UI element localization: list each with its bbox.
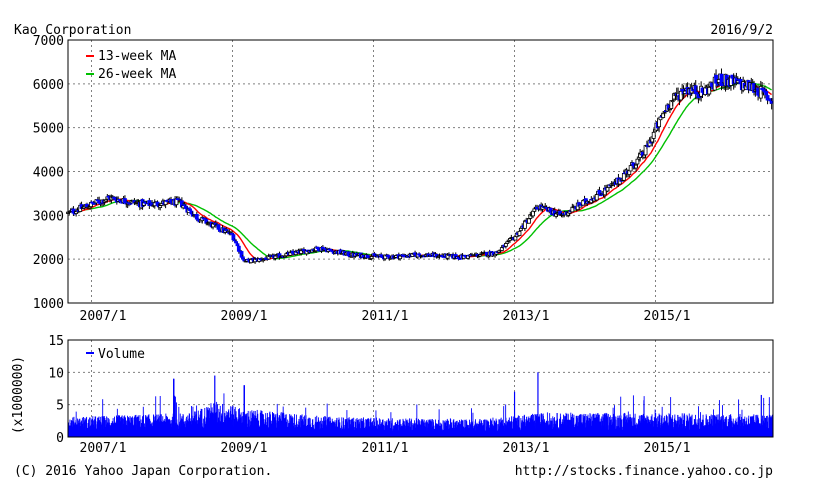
candle-body (417, 253, 422, 256)
price-x-tick-label: 2015/1 (644, 309, 691, 324)
candle-body (386, 254, 390, 257)
price-x-tick-label: 2009/1 (221, 309, 268, 324)
price-y-tick-label: 3000 (33, 209, 64, 224)
price-plot-frame (67, 39, 774, 304)
volume-legend: Volume (86, 347, 145, 362)
candle-body (764, 90, 769, 96)
volume-x-tick-label: 2009/1 (221, 441, 268, 456)
candle-body (216, 224, 221, 230)
candle-body (457, 258, 462, 260)
volume-x-tick-label: 2015/1 (644, 441, 691, 456)
legend-volume-label: Volume (98, 347, 145, 362)
price-y-tick-label: 4000 (33, 166, 64, 181)
price-grid (68, 40, 773, 303)
volume-unit-label: (x1000000) (11, 356, 26, 434)
price-x-tick-label: 2007/1 (80, 309, 127, 324)
candle-body (478, 254, 483, 257)
price-y-tick-label: 5000 (33, 122, 64, 137)
volume-bars (67, 372, 774, 437)
candle-body (707, 86, 712, 95)
company-title: Kao Corporation (14, 23, 131, 38)
price-legend: 13-week MA 26-week MA (86, 49, 176, 82)
price-y-tick-label: 2000 (33, 253, 64, 268)
volume-y-tick-label: 15 (48, 334, 64, 349)
candle-body (597, 190, 602, 195)
copyright-text: (C) 2016 Yahoo Japan Corporation. (14, 464, 272, 479)
price-x-axis: 2007/1 2009/1 2011/1 2013/1 2015/1 (80, 309, 691, 324)
volume-y-tick-label: 0 (56, 431, 64, 446)
price-y-tick-label: 6000 (33, 78, 64, 93)
price-y-tick-label: 7000 (33, 34, 64, 49)
candle-body (517, 230, 522, 236)
candle-body (621, 173, 626, 181)
legend-ma26-label: 26-week MA (98, 67, 176, 82)
candle-body (158, 205, 163, 208)
volume-x-tick-label: 2013/1 (503, 441, 550, 456)
candle-body (499, 247, 504, 251)
price-y-tick-label: 1000 (33, 297, 64, 312)
volume-x-tick-label: 2011/1 (362, 441, 409, 456)
candle-body (678, 90, 683, 101)
chart-date: 2016/9/2 (710, 23, 773, 38)
candle-body (651, 131, 656, 139)
legend-ma13-label: 13-week MA (98, 49, 176, 64)
price-x-tick-label: 2011/1 (362, 309, 409, 324)
source-url[interactable]: http://stocks.finance.yahoo.co.jp (515, 464, 773, 479)
candle-body (240, 256, 245, 260)
candle-body (273, 255, 278, 259)
volume-y-tick-label: 10 (48, 366, 64, 381)
price-y-axis: 1000 2000 3000 4000 5000 6000 7000 (33, 34, 64, 312)
price-x-tick-label: 2013/1 (503, 309, 550, 324)
candle-body (379, 254, 384, 257)
volume-plot-frame (67, 339, 774, 438)
candle-body (235, 243, 240, 247)
candle-body (628, 165, 633, 172)
candlestick-series (66, 68, 774, 264)
candle-body (670, 100, 675, 103)
volume-x-axis: 2007/1 2009/1 2011/1 2013/1 2015/1 (80, 441, 691, 456)
candle-body (234, 241, 239, 244)
volume-y-tick-label: 5 (56, 399, 64, 414)
candle-body (505, 241, 510, 244)
volume-y-axis: 0 5 10 15 (48, 334, 64, 446)
candle-body (594, 194, 599, 201)
volume-x-tick-label: 2007/1 (80, 441, 127, 456)
candle-body (188, 208, 192, 212)
